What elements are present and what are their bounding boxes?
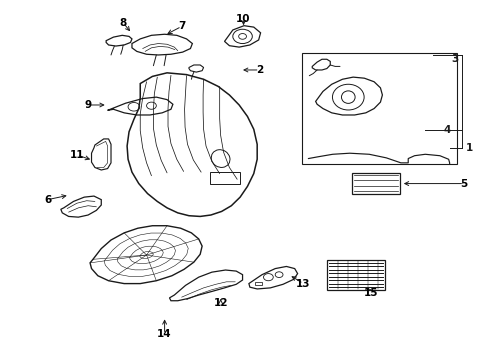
- Text: 11: 11: [70, 150, 84, 160]
- Text: 5: 5: [461, 179, 468, 189]
- Text: 10: 10: [236, 14, 251, 23]
- Text: 13: 13: [296, 279, 311, 289]
- Text: 15: 15: [364, 288, 378, 297]
- Text: 2: 2: [256, 65, 263, 75]
- Text: 14: 14: [157, 329, 172, 339]
- Text: 4: 4: [443, 125, 451, 135]
- Text: 6: 6: [44, 195, 51, 204]
- Text: 3: 3: [451, 54, 458, 64]
- Text: 7: 7: [178, 21, 185, 31]
- Text: 8: 8: [120, 18, 127, 28]
- Text: 1: 1: [466, 143, 473, 153]
- Text: 12: 12: [213, 298, 228, 308]
- Text: 9: 9: [85, 100, 92, 110]
